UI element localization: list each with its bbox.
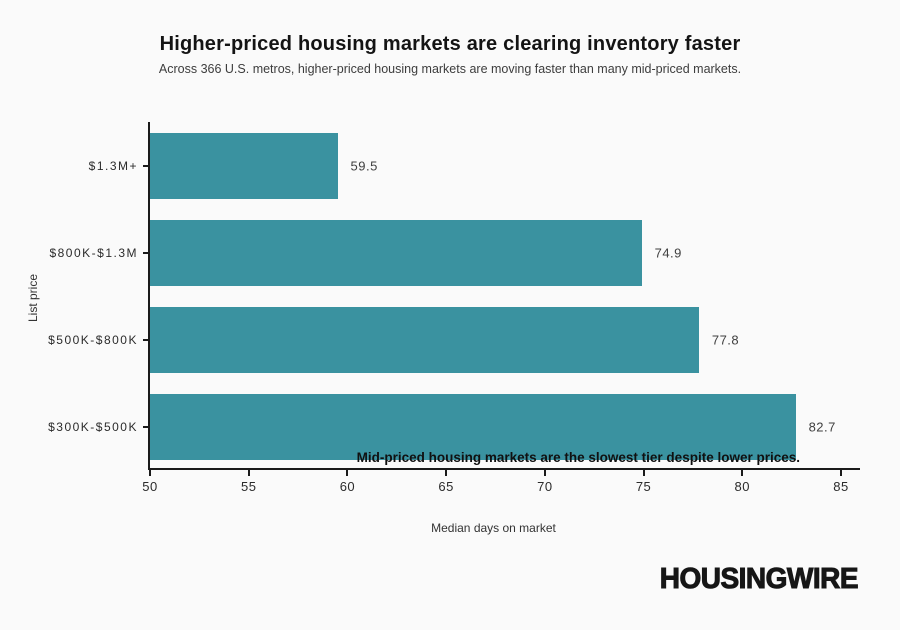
- bar-4: [150, 393, 796, 460]
- x-axis-tick-label: 50: [142, 479, 158, 494]
- y-axis-tick: [143, 425, 150, 428]
- x-axis-tick: [445, 468, 448, 476]
- plot-area: 59.5 $1.3M+ 74.9 $800K-$1.3M 77.8 $500K-$800K…: [48, 122, 860, 494]
- chart-annotation: Mid-priced housing markets are the slowe…: [356, 450, 800, 465]
- x-axis-tick: [149, 468, 151, 476]
- bar-2: [150, 219, 642, 286]
- chart-title: Higher-priced housing markets are cleari…: [159, 33, 741, 55]
- x-axis-tick: [840, 468, 842, 476]
- y-axis-tick: [143, 338, 150, 341]
- x-axis-tick-label: 85: [833, 479, 849, 494]
- x-axis-tick-label: 65: [438, 479, 454, 494]
- y-axis-tick: [143, 251, 150, 254]
- bar-value-label: 59.5: [350, 158, 378, 173]
- x-axis-tick: [247, 468, 250, 476]
- bar-1: [150, 132, 338, 199]
- chart-subtitle: Across 366 U.S. metros, higher-priced ho…: [158, 62, 742, 76]
- x-axis-tick: [543, 468, 546, 476]
- x-axis-tick: [346, 468, 349, 476]
- category-label: $800K-$1.3M: [49, 245, 138, 260]
- category-label: $500K-$800K: [48, 332, 138, 347]
- bar-value-label: 77.8: [711, 332, 740, 347]
- y-axis-title: List price: [26, 273, 40, 323]
- x-axis-title: Median days on market: [431, 521, 556, 535]
- x-axis-tick-label: 55: [240, 479, 257, 494]
- category-label: $300K-$500K: [48, 419, 138, 434]
- bar-3: [150, 306, 699, 373]
- y-axis-tick: [143, 164, 150, 167]
- bar-value-label: 74.9: [654, 245, 682, 260]
- x-axis-tick-label: 75: [635, 479, 652, 494]
- x-axis-tick: [642, 468, 645, 476]
- x-axis-tick-label: 70: [537, 479, 553, 494]
- x-axis-tick-label: 60: [339, 479, 356, 494]
- housingwire-logo: HOUSINGWIRE: [659, 561, 859, 595]
- category-label: $1.3M+: [88, 158, 138, 173]
- x-axis-tick-label: 80: [734, 479, 751, 494]
- bar-value-label: 82.7: [808, 419, 836, 434]
- x-axis-tick: [741, 468, 744, 476]
